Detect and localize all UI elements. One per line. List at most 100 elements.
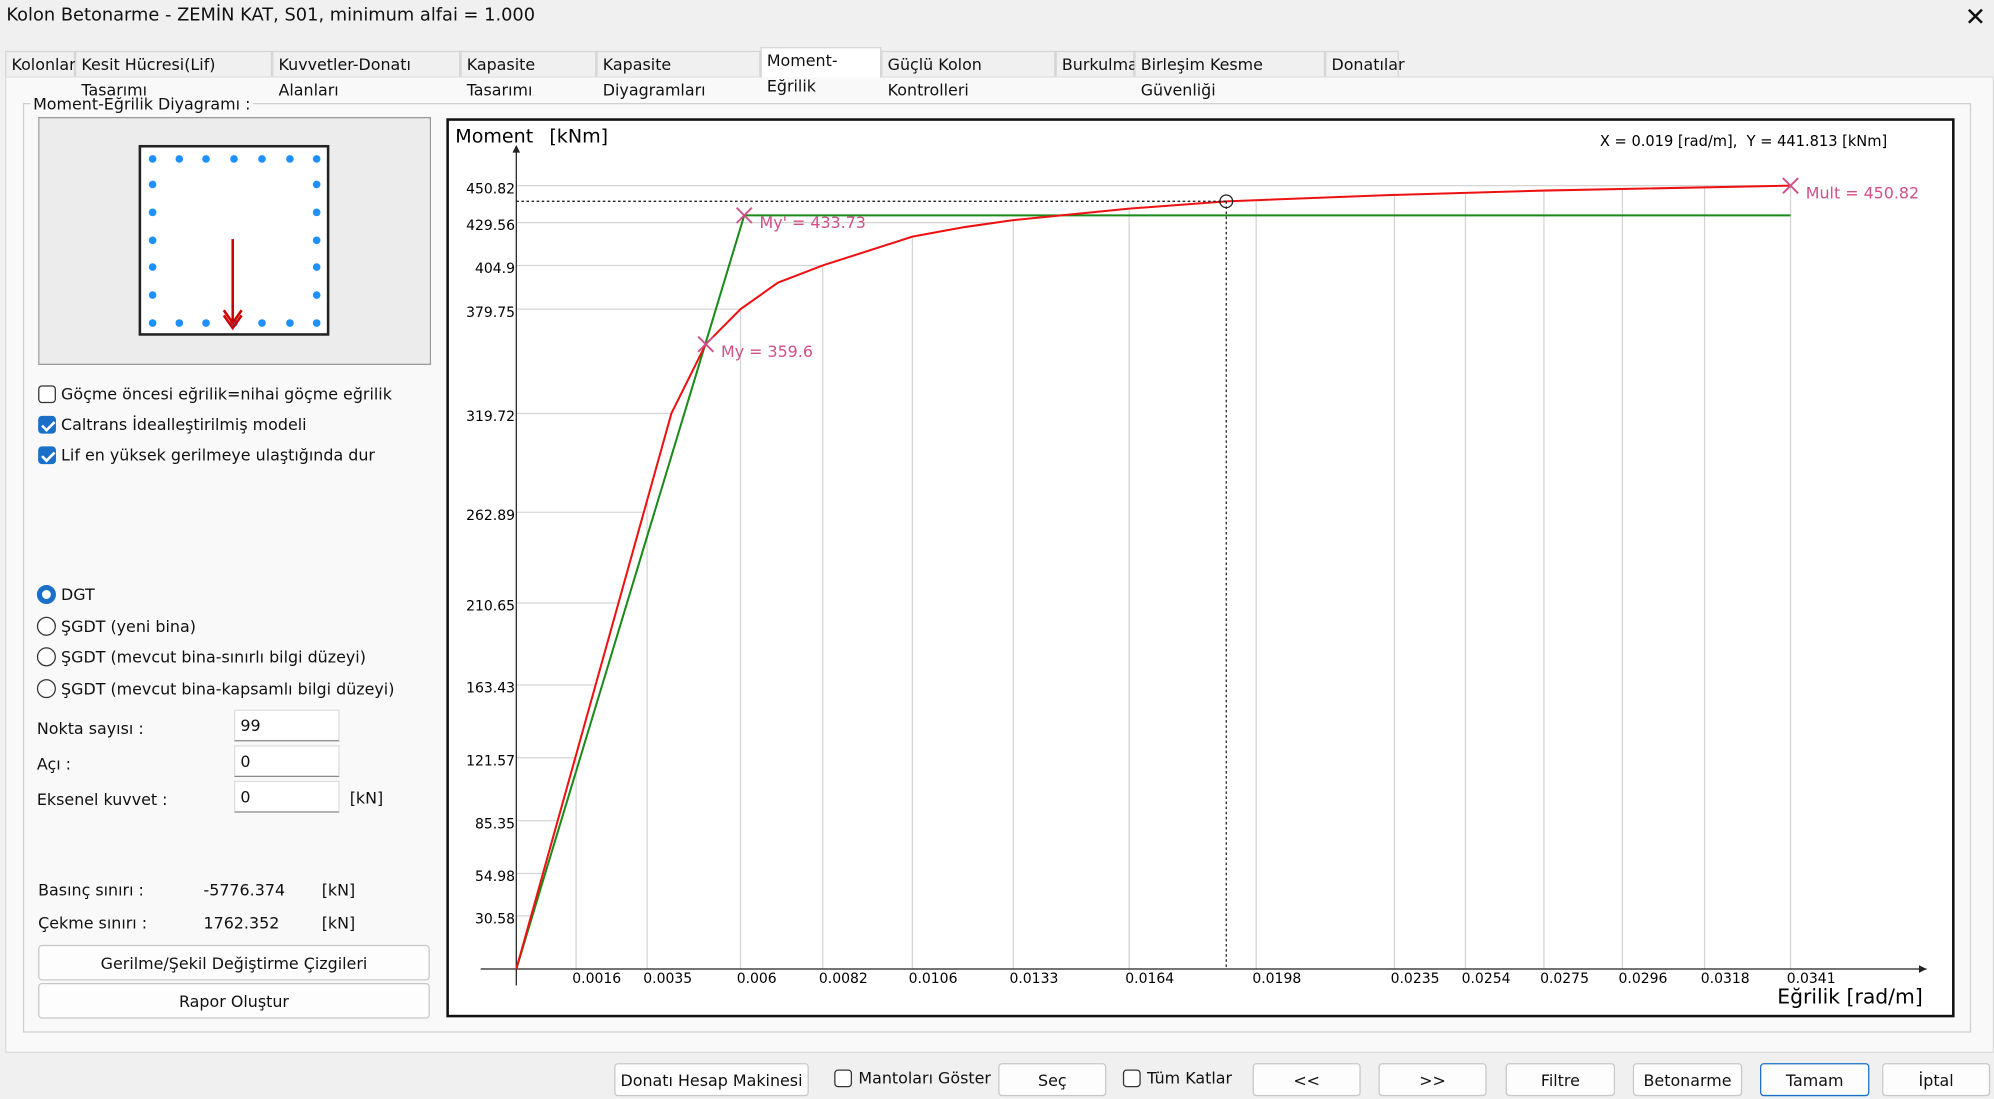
group-title: Moment-Eğrilik Diyagramı : bbox=[30, 94, 254, 114]
y-tick-label: 379.75 bbox=[466, 305, 515, 321]
x-tick-label: 0.0275 bbox=[1540, 971, 1589, 987]
tab[interactable]: Birleşim Kesme Güvenliği bbox=[1134, 50, 1326, 99]
button[interactable]: Filtre bbox=[1505, 1063, 1616, 1097]
point-label: My = 359.6 bbox=[721, 342, 813, 361]
button[interactable]: Rapor Oluştur bbox=[38, 983, 430, 1019]
checkbox[interactable] bbox=[834, 1069, 853, 1088]
x-tick-label: 0.0341 bbox=[1787, 971, 1836, 987]
y-tick-label: 450.82 bbox=[466, 181, 515, 197]
radio[interactable] bbox=[36, 584, 56, 605]
cursor-readout: X = 0.019 [rad/m], Y = 441.813 [kNm] bbox=[1600, 133, 1887, 150]
field-label: Açı : bbox=[36, 754, 72, 774]
limit-label: Basınç sınırı : bbox=[38, 880, 144, 900]
point-label: Mult = 450.82 bbox=[1806, 183, 1919, 202]
point-label: My' = 433.73 bbox=[760, 213, 866, 232]
tab[interactable]: Moment-Eğrilik bbox=[760, 47, 882, 95]
y-axis-label: Moment bbox=[455, 125, 533, 147]
checkbox-label[interactable]: Lif en yüksek gerilmeye ulaştığında dur bbox=[61, 445, 375, 465]
limit-unit: [kN] bbox=[321, 913, 356, 933]
x-tick-label: 0.0133 bbox=[1009, 971, 1058, 987]
x-tick-label: 0.0198 bbox=[1252, 971, 1301, 987]
button[interactable]: Gerilme/Şekil Değiştirme Çizgileri bbox=[38, 944, 430, 981]
x-axis-arrow bbox=[1918, 965, 1927, 973]
button[interactable]: >> bbox=[1378, 1063, 1487, 1097]
limit-value: -5776.374 bbox=[203, 880, 286, 900]
button[interactable]: Donatı Hesap Makinesi bbox=[614, 1063, 809, 1097]
x-tick-label: 0.0296 bbox=[1619, 971, 1668, 987]
x-tick-label: 0.0164 bbox=[1125, 971, 1174, 987]
limit-label: Çekme sınırı : bbox=[38, 913, 148, 933]
radio-label[interactable]: ŞGDT (mevcut bina-sınırlı bilgi düzeyi) bbox=[61, 647, 366, 667]
x-tick-label: 0.0016 bbox=[572, 971, 621, 987]
tab[interactable]: Burkulma bbox=[1055, 50, 1138, 77]
checkbox-label[interactable]: Mantoları Göster bbox=[858, 1068, 991, 1088]
x-tick-label: 0.0318 bbox=[1701, 971, 1750, 987]
y-tick-label: 429.56 bbox=[466, 218, 515, 234]
button[interactable]: İptal bbox=[1882, 1063, 1991, 1097]
section-preview bbox=[38, 116, 432, 365]
line-series bbox=[515, 184, 1791, 970]
checkbox-label[interactable]: Göçme öncesi eğrilik=nihai göçme eğrilik bbox=[61, 384, 392, 404]
group-box bbox=[22, 103, 1972, 1033]
y-tick-label: 54.98 bbox=[475, 869, 515, 885]
close-button[interactable]: ✕ bbox=[1964, 1, 1987, 32]
text-input[interactable]: 0 bbox=[233, 780, 340, 813]
checkbox-label[interactable]: Caltrans İdealleştirilmiş modeli bbox=[61, 414, 307, 434]
radio[interactable] bbox=[36, 616, 56, 636]
button[interactable]: Tamam bbox=[1760, 1063, 1870, 1097]
y-tick-label: 210.65 bbox=[466, 599, 515, 615]
text-input[interactable]: 99 bbox=[233, 709, 340, 742]
field-label: Nokta sayısı : bbox=[36, 718, 144, 738]
y-axis-unit: [kNm] bbox=[549, 125, 608, 147]
x-tick-label: 0.0082 bbox=[819, 971, 868, 987]
text-input[interactable]: 0 bbox=[233, 745, 340, 777]
tab[interactable]: Güçlü Kolon Kontrolleri bbox=[881, 50, 1056, 99]
x-tick-label: 0.006 bbox=[737, 971, 777, 987]
checkbox[interactable] bbox=[1122, 1069, 1141, 1088]
radio-label[interactable]: ŞGDT (mevcut bina-kapsamlı bilgi düzeyi) bbox=[61, 678, 395, 698]
window-title: Kolon Betonarme - ZEMİN KAT, S01, minimu… bbox=[6, 5, 536, 26]
tab[interactable]: Kapasite Diyagramları bbox=[596, 50, 761, 99]
y-axis-arrow bbox=[512, 144, 521, 153]
y-tick-label: 121.57 bbox=[466, 753, 515, 769]
field-label: Eksenel kuvvet : bbox=[36, 789, 168, 809]
y-tick-label: 404.9 bbox=[475, 261, 515, 277]
point-marker bbox=[735, 207, 753, 224]
radio-label[interactable]: DGT bbox=[61, 584, 95, 605]
x-tick-label: 0.0035 bbox=[643, 971, 692, 987]
tab[interactable]: Donatılar bbox=[1325, 50, 1405, 77]
button[interactable]: << bbox=[1252, 1063, 1361, 1097]
button[interactable]: Seç bbox=[998, 1063, 1107, 1097]
checkbox[interactable] bbox=[38, 385, 56, 404]
tab[interactable]: Kuvvetler-Donatı Alanları bbox=[272, 50, 461, 99]
cursor-point bbox=[1219, 194, 1234, 209]
y-tick-label: 85.35 bbox=[475, 816, 515, 832]
chart: Moment [kNm] Eğrilik [rad/m] 30.58 54.98 8… bbox=[455, 125, 1927, 1008]
y-tick-label: 319.72 bbox=[466, 409, 515, 425]
radio[interactable] bbox=[36, 678, 56, 698]
point-marker bbox=[697, 335, 715, 353]
radio[interactable] bbox=[36, 647, 56, 667]
checkbox[interactable] bbox=[38, 415, 56, 434]
radio-label[interactable]: ŞGDT (yeni bina) bbox=[61, 616, 196, 636]
limit-value: 1762.352 bbox=[203, 913, 280, 933]
limit-unit: [kN] bbox=[321, 880, 356, 900]
checkbox-label[interactable]: Tüm Katlar bbox=[1147, 1068, 1233, 1088]
x-axis-label: Eğrilik [rad/m] bbox=[1777, 984, 1923, 1008]
x-tick-label: 0.0235 bbox=[1391, 971, 1440, 987]
line-series bbox=[515, 214, 1791, 970]
y-tick-label: 30.58 bbox=[475, 912, 515, 928]
tab[interactable]: Kapasite Tasarımı bbox=[460, 50, 597, 99]
checkbox[interactable] bbox=[38, 446, 56, 465]
point-marker bbox=[1782, 177, 1799, 194]
field-unit: [kN] bbox=[349, 788, 384, 808]
y-tick-label: 262.89 bbox=[466, 508, 515, 524]
chart-frame bbox=[446, 118, 1955, 1018]
tab[interactable]: Kesit Hücresi(Lif) Tasarımı bbox=[75, 50, 273, 99]
x-tick-label: 0.0254 bbox=[1462, 971, 1511, 987]
x-tick-label: 0.0106 bbox=[909, 971, 958, 987]
button[interactable]: Betonarme bbox=[1632, 1063, 1743, 1097]
tab[interactable]: Kolonlar bbox=[5, 50, 76, 77]
y-tick-label: 163.43 bbox=[466, 681, 515, 697]
